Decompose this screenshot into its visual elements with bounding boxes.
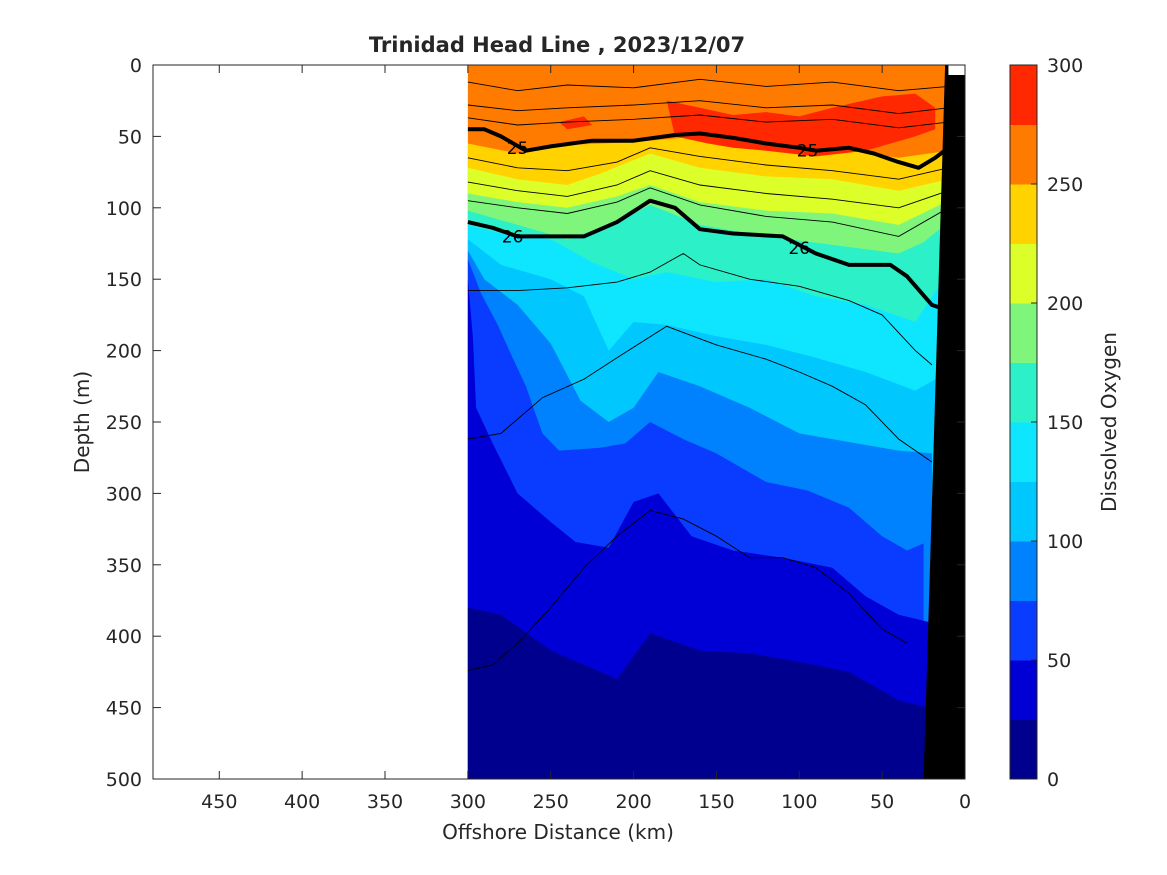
- plot-area: [153, 65, 965, 779]
- y-axis-label: Depth (m): [70, 371, 94, 473]
- isopycnal-contours: [467, 127, 950, 313]
- y-tick-label: 100: [106, 198, 142, 220]
- isopycnal-labels: 25 25 26 26: [502, 139, 819, 259]
- thin-contour-0: [467, 78, 949, 92]
- isopycnal-label-26: 26: [788, 239, 810, 259]
- y-tick-label: 500: [106, 769, 142, 791]
- colorbar-ticks: 0 50 100 150 200 250 300: [1031, 55, 1083, 791]
- y-tick-label: 350: [106, 555, 142, 577]
- ocean-floor-fill: [923, 65, 965, 779]
- colorbar-segment: [1010, 600, 1037, 661]
- colorbar-segment: [1010, 719, 1037, 780]
- thin-contour-5: [467, 187, 949, 237]
- colorbar-label: Dissolved Oxygen: [1097, 332, 1121, 512]
- y-tick-label: 200: [106, 341, 142, 363]
- oxygen-layer-25: [467, 279, 929, 779]
- colorbar-tick-label: 200: [1047, 293, 1083, 315]
- thin-contour-8: [467, 510, 908, 671]
- colorbar-segment: [1010, 65, 1037, 125]
- x-axis-label: Offshore Distance (km): [442, 820, 674, 844]
- x-tick-label: 250: [533, 791, 569, 813]
- colorbar-segment: [1010, 660, 1037, 720]
- y-tick-label: 150: [106, 269, 142, 291]
- ocean-floor: [923, 65, 965, 779]
- y-tick-label: 0: [130, 55, 142, 77]
- colorbar-segment: [1010, 124, 1037, 185]
- x-tick-label: 150: [698, 791, 734, 813]
- colorbar-segment: [1010, 303, 1037, 363]
- x-tick-label: 200: [615, 791, 651, 813]
- thin-contour-6: [467, 252, 933, 366]
- x-axis-ticks: 450 400 350 300 250 200 150 100 50 0: [201, 65, 971, 813]
- colorbar-segment: [1010, 184, 1037, 244]
- colorbar: [1010, 65, 1037, 780]
- thin-contour-2: [467, 114, 949, 129]
- colorbar-tick-label: 100: [1047, 531, 1083, 553]
- thin-density-contours: [467, 78, 949, 671]
- x-tick-label: 50: [870, 791, 894, 813]
- x-tick-label: 350: [367, 791, 403, 813]
- y-tick-label: 400: [106, 626, 142, 648]
- thin-contour-7: [467, 325, 933, 463]
- colorbar-tick-label: 250: [1047, 174, 1083, 196]
- colorbar-segment: [1010, 481, 1037, 542]
- y-tick-label: 450: [106, 698, 142, 720]
- y-axis-ticks: 0 50 100 150 200 250 300 350 400 450 500: [106, 55, 965, 791]
- y-tick-label: 50: [118, 126, 142, 148]
- colorbar-segment: [1010, 541, 1037, 601]
- chart-title: Trinidad Head Line , 2023/12/07: [369, 33, 745, 57]
- colorbar-segment: [1010, 422, 1037, 482]
- isopycnal-label-25: 25: [797, 142, 819, 162]
- isopycnal-25: [467, 127, 950, 170]
- colorbar-tick-label: 300: [1047, 55, 1083, 77]
- x-tick-label: 450: [201, 791, 237, 813]
- isopycnal-label-25: 25: [507, 139, 529, 159]
- oxygen-contour-fills: [467, 65, 949, 779]
- thin-contour-1: [467, 100, 949, 115]
- isopycnal-label-26: 26: [502, 227, 524, 247]
- colorbar-tick-label: 50: [1047, 650, 1071, 672]
- colorbar-segment: [1010, 362, 1037, 423]
- thin-contour-4: [467, 170, 949, 209]
- colorbar-segment: [1010, 243, 1037, 304]
- oxygen-layer-0: [467, 607, 929, 779]
- colorbar-tick-label: 150: [1047, 412, 1083, 434]
- oxygen-low-patch: [633, 750, 659, 779]
- x-tick-label: 400: [284, 791, 320, 813]
- y-tick-label: 250: [106, 412, 142, 434]
- no-data-strip: [948, 65, 965, 75]
- thin-contour-3: [467, 147, 949, 180]
- x-tick-label: 0: [959, 791, 971, 813]
- oxygen-high-patch-1: [559, 116, 593, 130]
- isopycnal-26: [467, 198, 950, 313]
- colorbar-tick-label: 0: [1047, 769, 1059, 791]
- x-tick-label: 100: [781, 791, 817, 813]
- x-tick-label: 300: [450, 791, 486, 813]
- y-tick-label: 300: [106, 483, 142, 505]
